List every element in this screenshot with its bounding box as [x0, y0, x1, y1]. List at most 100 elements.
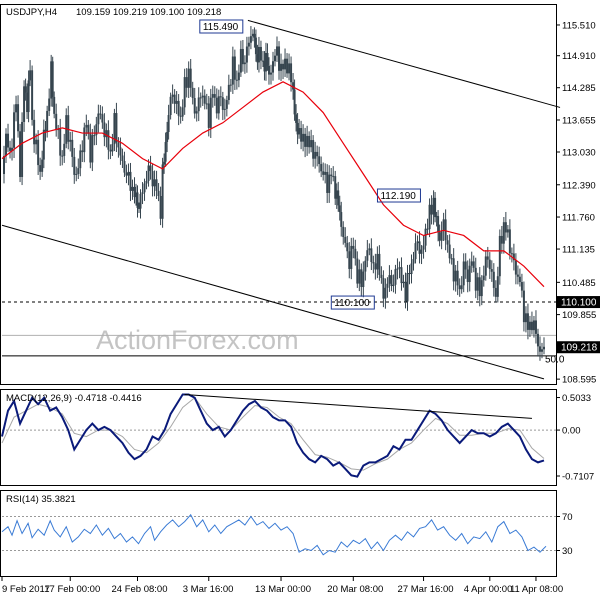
candle-body — [143, 183, 146, 193]
candle-body — [229, 84, 232, 86]
candle-body — [380, 274, 383, 279]
candle-body — [420, 249, 423, 254]
candle-body — [372, 262, 375, 264]
candle-body — [187, 68, 190, 88]
candle-body — [310, 140, 313, 148]
candle-body — [276, 46, 279, 56]
candle-body — [412, 259, 415, 264]
candle-body — [518, 276, 521, 283]
candle-body — [217, 96, 220, 114]
rsi-title: RSI(14) 35.3821 — [6, 494, 76, 505]
price-tag-label: 110.100 — [561, 298, 597, 309]
candle-body — [7, 133, 10, 148]
candle-body — [430, 204, 433, 215]
candle-body — [239, 48, 242, 73]
candle-body — [259, 46, 262, 61]
candle-body — [235, 79, 238, 81]
candle-body — [528, 321, 531, 330]
candle-body — [253, 33, 256, 38]
candle-body — [512, 253, 515, 261]
candle-body — [282, 63, 285, 70]
candle-body — [139, 193, 142, 209]
candle-body — [338, 205, 341, 213]
candle-body — [330, 174, 333, 177]
candle-body — [358, 269, 361, 284]
candle-body — [93, 135, 96, 137]
candle-body — [48, 98, 51, 111]
candle-body — [354, 248, 357, 259]
candle-body — [470, 261, 473, 266]
candle-body — [99, 113, 102, 115]
candle-body — [304, 133, 307, 147]
annotation-box — [199, 19, 244, 34]
x-tick-label: 4 Apr 00:00 — [464, 584, 513, 595]
candle-body — [35, 139, 38, 145]
candle-body — [11, 147, 14, 151]
candle-body — [316, 151, 319, 157]
candle-body — [79, 150, 82, 169]
candle-body — [458, 285, 461, 290]
price-tag — [557, 341, 600, 354]
candle-body — [85, 124, 88, 128]
candle-body — [27, 80, 30, 113]
candle-body — [396, 268, 399, 270]
candle-body — [360, 269, 363, 288]
candle-body — [384, 287, 387, 299]
candle-body — [91, 135, 94, 163]
candle-body — [231, 56, 234, 85]
annotation-label: 112.190 — [380, 191, 416, 202]
candle-body — [516, 274, 519, 277]
candle-body — [195, 111, 198, 114]
candle-body — [191, 87, 194, 99]
candle-body — [67, 115, 70, 142]
candle-body — [474, 267, 477, 291]
candle-body — [21, 121, 24, 177]
candle-body — [306, 135, 309, 147]
candle-body — [278, 46, 281, 71]
candle-body — [504, 222, 507, 233]
y-tick-label: 111.760 — [562, 213, 595, 224]
candle-body — [350, 245, 353, 269]
annotation-label: 50.0 — [545, 354, 565, 365]
channel-upper-line — [247, 19, 561, 108]
candle-body — [129, 171, 132, 191]
candle-body — [456, 270, 459, 286]
candle-body — [352, 245, 355, 249]
candle-body — [382, 278, 385, 299]
candle-body — [127, 171, 130, 176]
candle-body — [532, 320, 535, 331]
candle-body — [77, 168, 80, 174]
candle-body — [402, 281, 405, 284]
y-tick-label: 115.510 — [562, 20, 596, 31]
watermark: ActionForex.com — [96, 325, 299, 355]
y-tick-label: 113.655 — [562, 115, 596, 126]
candle-body — [390, 275, 393, 287]
candle-body — [337, 190, 340, 206]
candle-body — [356, 258, 359, 284]
candle-body — [400, 267, 403, 284]
candle-body — [450, 258, 453, 260]
candle-body — [71, 139, 74, 157]
candle-body — [454, 270, 457, 282]
candle-body — [123, 160, 126, 173]
macd-title: MACD(12,26,9) -0.4718 -0.4416 — [6, 393, 142, 404]
candle-body — [284, 58, 287, 70]
candle-body — [464, 261, 467, 270]
candle-body — [41, 159, 44, 172]
candle-body — [370, 248, 373, 263]
candle-body — [394, 269, 397, 285]
candle-body — [75, 173, 78, 175]
candle-body — [26, 92, 29, 113]
x-tick-label: 11 Apr 08:00 — [510, 584, 563, 595]
candle-body — [141, 192, 144, 194]
x-tick-label: 9 Feb 2017 — [2, 584, 50, 595]
candle-body — [31, 70, 34, 120]
candle-body — [115, 113, 118, 143]
candle-body — [175, 100, 178, 104]
candle-body — [510, 253, 513, 255]
candle-body — [237, 72, 240, 81]
candle-body — [269, 72, 272, 75]
candle-body — [261, 60, 264, 62]
candle-body — [33, 119, 36, 145]
